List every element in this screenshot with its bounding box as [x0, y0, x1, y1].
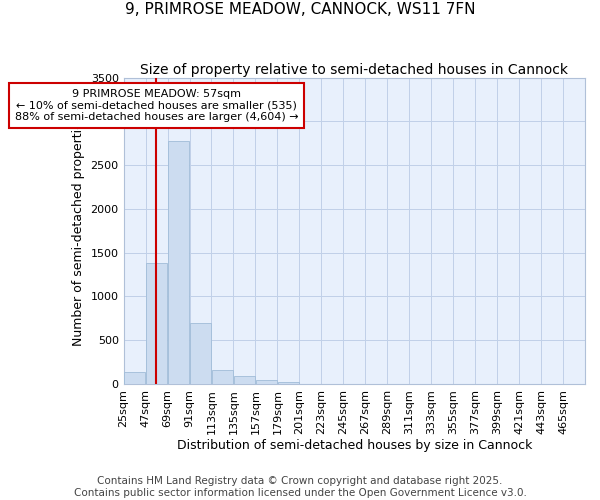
- Bar: [212, 370, 233, 384]
- Title: Size of property relative to semi-detached houses in Cannock: Size of property relative to semi-detach…: [140, 62, 568, 76]
- Bar: [256, 380, 277, 384]
- Bar: [146, 263, 167, 384]
- Text: 9, PRIMROSE MEADOW, CANNOCK, WS11 7FN: 9, PRIMROSE MEADOW, CANNOCK, WS11 7FN: [125, 2, 475, 18]
- X-axis label: Distribution of semi-detached houses by size in Cannock: Distribution of semi-detached houses by …: [176, 440, 532, 452]
- Bar: [190, 322, 211, 384]
- Bar: [167, 140, 190, 384]
- Text: 9 PRIMROSE MEADOW: 57sqm
← 10% of semi-detached houses are smaller (535)
88% of : 9 PRIMROSE MEADOW: 57sqm ← 10% of semi-d…: [15, 89, 298, 122]
- Bar: [233, 376, 255, 384]
- Text: Contains HM Land Registry data © Crown copyright and database right 2025.
Contai: Contains HM Land Registry data © Crown c…: [74, 476, 526, 498]
- Bar: [278, 382, 299, 384]
- Bar: [124, 372, 145, 384]
- Y-axis label: Number of semi-detached properties: Number of semi-detached properties: [72, 115, 85, 346]
